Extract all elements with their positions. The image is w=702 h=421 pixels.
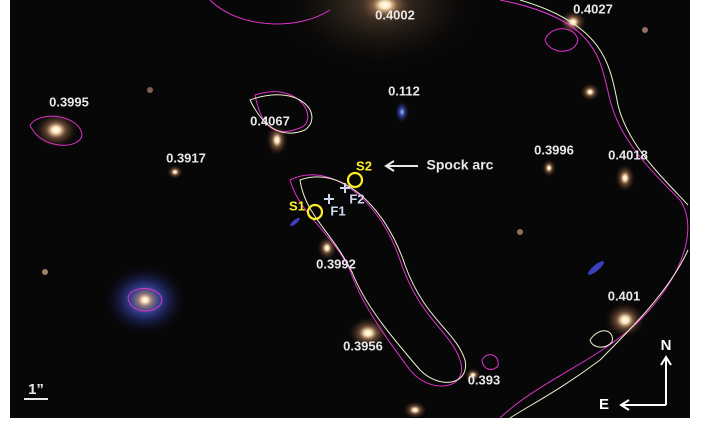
redshift-label: 0.3996 [534, 142, 574, 157]
redshift-label: 0.4027 [573, 1, 613, 16]
galaxies [34, 0, 648, 419]
compass-arrows [619, 355, 672, 411]
redshift-label: 0.3917 [166, 150, 206, 165]
s2-circle [346, 171, 364, 189]
f-crosses [324, 183, 350, 204]
s1-circle [306, 203, 324, 221]
redshift-label: 0.401 [608, 288, 641, 303]
scale-label: 1” [28, 381, 44, 398]
compass-east: E [599, 396, 609, 413]
feature-label: F1 [330, 203, 345, 218]
redshift-label: 0.112 [388, 83, 420, 98]
redshift-label: 0.393 [468, 372, 501, 387]
image-label: S1 [289, 198, 305, 213]
redshift-label: 0.4067 [250, 113, 290, 128]
compass-north: N [661, 337, 672, 354]
critical-curves [29, 0, 689, 419]
image-label: S2 [356, 158, 372, 173]
redshift-label: 0.3995 [49, 94, 89, 109]
redshift-label: 0.3956 [343, 338, 383, 353]
feature-label: F2 [349, 191, 364, 206]
redshift-label: 0.4018 [608, 147, 648, 162]
arc-arrow [384, 160, 418, 172]
redshift-label: 0.4002 [375, 7, 415, 22]
markers [24, 160, 672, 411]
redshift-label: 0.3992 [316, 256, 356, 271]
annotation: Spock arc [427, 157, 494, 173]
labels: 0.4002 0.4027 0.3995 0.112 0.4067 0.3917… [28, 1, 671, 413]
